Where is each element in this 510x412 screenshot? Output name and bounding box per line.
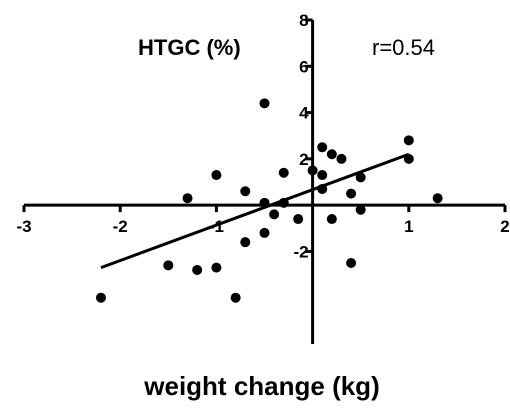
data-point [326, 149, 337, 160]
data-point [278, 167, 289, 178]
data-point [192, 264, 203, 275]
data-point [278, 197, 289, 208]
data-point [269, 209, 280, 220]
x-axis-label: weight change (kg) [143, 371, 379, 401]
correlation-annotation: r=0.54 [372, 35, 435, 60]
data-point [163, 260, 174, 271]
y-tick-label: 2 [299, 150, 308, 169]
data-point [403, 135, 414, 146]
y-tick-label: -2 [293, 242, 308, 261]
data-points [95, 98, 443, 303]
data-point [182, 193, 193, 204]
data-point [95, 292, 106, 303]
data-point [355, 172, 366, 183]
data-point [240, 237, 251, 248]
data-point [346, 188, 357, 199]
data-point [403, 153, 414, 164]
data-point [211, 262, 222, 273]
axes [24, 20, 505, 344]
data-point [211, 170, 222, 181]
x-tick-label: -3 [16, 217, 31, 236]
data-point [336, 153, 347, 164]
data-point [293, 214, 304, 225]
data-point [307, 165, 318, 176]
x-tick-label: 1 [404, 217, 413, 236]
ticks [22, 18, 507, 253]
data-point [355, 204, 366, 215]
data-point [326, 214, 337, 225]
data-point [432, 193, 443, 204]
y-tick-label: 8 [299, 11, 308, 30]
data-point [317, 170, 328, 181]
x-tick-label: -2 [113, 217, 128, 236]
data-point [317, 183, 328, 194]
chart-title: HTGC (%) [138, 35, 241, 60]
data-point [230, 292, 241, 303]
x-tick-label: 2 [500, 217, 509, 236]
data-point [259, 227, 270, 238]
data-point [259, 98, 270, 109]
y-tick-label: 6 [299, 57, 308, 76]
regression-line [100, 152, 410, 270]
tick-labels: -3-2-1128642-2 [16, 11, 509, 261]
data-point [317, 142, 328, 153]
y-tick-label: 4 [299, 104, 309, 123]
data-point [240, 186, 251, 197]
data-point [346, 258, 357, 268]
data-point [259, 197, 270, 208]
